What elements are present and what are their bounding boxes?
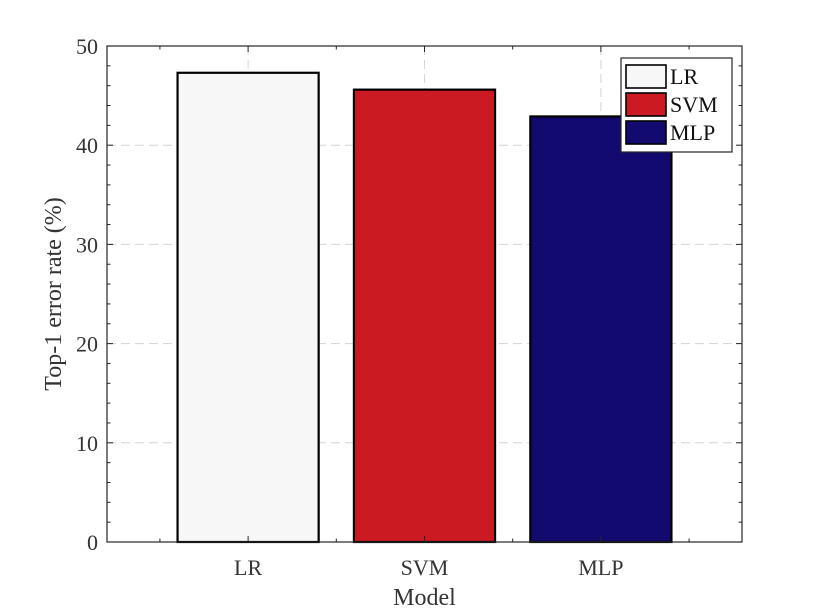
legend-swatch-mlp (625, 120, 667, 145)
x-axis-label: Model (393, 585, 456, 611)
legend-swatch-svm (625, 92, 667, 117)
legend-label-lr: LR (670, 64, 698, 89)
y-tick-label: 0 (87, 530, 98, 555)
x-tick-label-mlp: MLP (578, 555, 623, 580)
y-tick-label: 30 (76, 232, 98, 257)
bars (176, 71, 673, 544)
y-tick-label: 40 (76, 133, 98, 158)
axis-ticks: 0 10 20 30 40 50 LR SVM MLP (76, 34, 742, 580)
bar-svm (352, 88, 497, 544)
y-tick-label: 50 (76, 34, 98, 59)
bar-lr (176, 71, 320, 544)
legend-label-svm: SVM (670, 92, 718, 117)
x-tick-label-lr: LR (234, 555, 262, 580)
bar-mlp (529, 115, 673, 544)
x-tick-label-svm: SVM (401, 555, 449, 580)
y-tick-label: 10 (76, 431, 98, 456)
legend-label-mlp: MLP (670, 120, 715, 145)
y-tick-label: 20 (76, 332, 98, 357)
legend-swatch-lr (625, 64, 667, 89)
y-axis-label: Top-1 error rate (%) (41, 197, 67, 391)
legend: LR SVM MLP (620, 57, 733, 153)
